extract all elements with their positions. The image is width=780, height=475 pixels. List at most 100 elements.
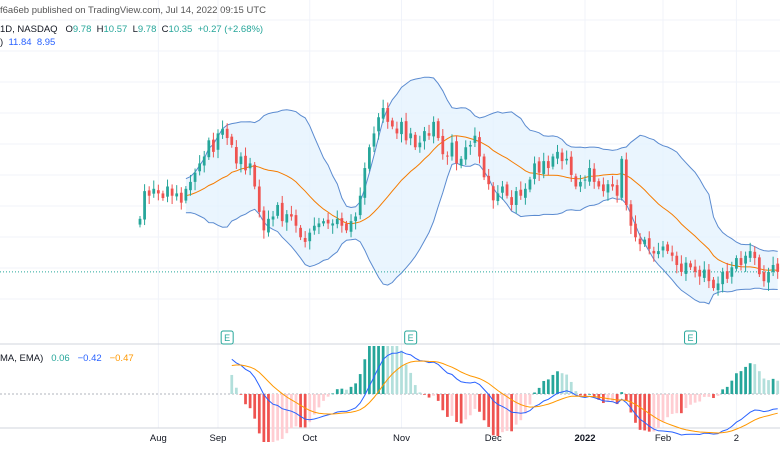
bollinger-basis-line (185, 135, 778, 271)
macd-histogram-bar (739, 371, 743, 394)
candle-body (597, 181, 601, 187)
macd-histogram-bar (615, 394, 619, 405)
macd-histogram-bar (611, 394, 614, 402)
macd-histogram-bar (501, 394, 504, 433)
candle-body (331, 223, 335, 226)
candle-body (611, 184, 614, 187)
candle-body (285, 214, 289, 223)
macd-histogram-bar (257, 394, 261, 434)
candle-body (679, 263, 683, 272)
candle-body (735, 258, 738, 269)
bb-lower-value: 8.95 (36, 37, 56, 48)
macd-histogram-bar (505, 394, 509, 431)
macd-histogram-bar (679, 394, 683, 414)
macd-histogram-bar (519, 394, 523, 421)
candle-body (487, 175, 491, 185)
macd-histogram-bar (473, 394, 477, 409)
macd-histogram-bar (345, 389, 348, 394)
macd-params-label: MA, EMA) (0, 353, 44, 364)
candle-body (262, 210, 266, 231)
macd-histogram-bar (464, 394, 468, 420)
candle-body (207, 140, 211, 158)
macd-histogram-bar (588, 393, 591, 395)
macd-histogram-bar (427, 394, 431, 398)
earnings-marker-label: E (688, 333, 694, 343)
macd-histogram-bar (753, 364, 757, 394)
earnings-marker: E (404, 330, 418, 345)
candle-body (303, 237, 307, 242)
low-value: 9.78 (137, 24, 157, 35)
candle-body (276, 204, 280, 216)
candle-body (519, 189, 523, 196)
macd-histogram-bar (455, 394, 458, 422)
open-value: 9.78 (72, 24, 92, 35)
candle-body (643, 239, 647, 245)
macd-signal-line (231, 360, 778, 434)
candle-body (345, 223, 348, 231)
candle-body (748, 251, 752, 258)
candle-body (661, 246, 665, 251)
candle-body (675, 255, 679, 265)
macd-histogram-bar (583, 394, 587, 398)
candle-body (725, 271, 729, 279)
candle-body (583, 179, 587, 181)
candle-body (335, 218, 339, 225)
macd-histogram-bar (436, 394, 440, 401)
candle-body (147, 190, 151, 196)
macd-histogram-bar (413, 385, 417, 394)
macd-histogram-bar (331, 393, 335, 395)
macd-histogram-bar (335, 389, 339, 394)
macd-histogram-value: 0.06 (51, 353, 70, 364)
candle-body (322, 221, 325, 224)
macd-histogram-bar (459, 394, 463, 424)
candle-body (193, 172, 197, 182)
macd-histogram-bar (634, 394, 637, 423)
candle-body (138, 218, 142, 225)
earnings-marker: E (220, 330, 234, 345)
macd-histogram-bar (776, 380, 780, 394)
candle-body (404, 121, 408, 141)
candle-body (666, 244, 669, 252)
macd-histogram-bar (702, 394, 706, 397)
macd-histogram-bar (767, 380, 770, 394)
macd-histogram-bar (358, 374, 362, 394)
macd-histogram-bar (657, 394, 660, 429)
candle-body (744, 255, 747, 264)
open-label: O (65, 24, 73, 35)
candle-body (152, 188, 156, 194)
candle-body (202, 156, 206, 166)
bollinger-lower-line (185, 162, 778, 305)
candle-body (505, 184, 509, 196)
macd-histogram-bar (262, 394, 266, 442)
candle-body (579, 181, 582, 187)
macd-histogram-bar (491, 394, 495, 436)
earnings-marker-label: E (408, 333, 414, 343)
candle-body (712, 279, 715, 289)
macd-histogram-bar (689, 394, 692, 405)
candle-body (225, 128, 229, 139)
macd-histogram-bar (248, 394, 252, 409)
macd-histogram-bar (349, 386, 353, 394)
macd-histogram-bar (418, 392, 422, 394)
macd-histogram-bar (629, 394, 633, 413)
close-label: C (161, 24, 169, 35)
candle-body (762, 272, 766, 282)
macd-histogram-bar (666, 394, 669, 418)
macd-histogram-bar (698, 394, 702, 402)
candle-body (156, 190, 160, 194)
candle-body (423, 131, 426, 142)
macd-histogram-bar (661, 394, 665, 422)
macd-histogram-bar (565, 374, 569, 394)
candle-body (657, 251, 660, 255)
x-tick-label: Aug (150, 433, 167, 444)
macd-histogram-bar (757, 371, 761, 394)
macd-histogram-bar (409, 372, 413, 394)
macd-histogram-bar (496, 394, 500, 437)
macd-histogram-bar (400, 350, 403, 394)
candle-body (179, 192, 183, 203)
candle-body (537, 161, 541, 173)
change-value: +0.27 (+2.68%) (197, 24, 264, 35)
candle-body (601, 184, 605, 192)
candle-body (491, 186, 495, 201)
